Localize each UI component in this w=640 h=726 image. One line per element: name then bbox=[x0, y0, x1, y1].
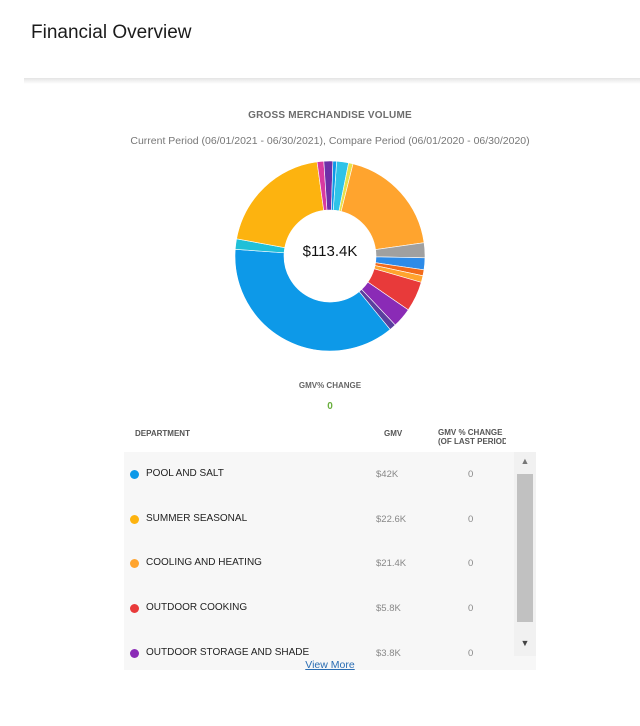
gmv-value: $5.8K bbox=[376, 603, 401, 614]
column-header-gmv[interactable]: GMV bbox=[384, 429, 403, 438]
legend-dot bbox=[130, 604, 139, 613]
table-row[interactable]: OUTDOOR STORAGE AND SHADE $3.8K 0 bbox=[124, 645, 514, 665]
legend-dot bbox=[130, 559, 139, 568]
view-more-link[interactable]: View More bbox=[305, 659, 355, 671]
table-body: POOL AND SALT $42K 0 SUMMER SEASONAL $22… bbox=[124, 452, 536, 670]
donut-center-total: $113.4K bbox=[302, 243, 358, 260]
pie-slice-summer-seasonal[interactable] bbox=[236, 161, 325, 249]
pie-slice-pool-and-salt[interactable] bbox=[234, 248, 391, 352]
gmv-change-value-cell: 0 bbox=[468, 648, 474, 659]
table-row[interactable]: COOLING AND HEATING $21.4K 0 bbox=[124, 555, 514, 575]
gmv-change-value-cell: 0 bbox=[468, 603, 474, 614]
column-header-gmv-change-line2: (OF LAST PERIOD) bbox=[438, 437, 506, 446]
page-title: Financial Overview bbox=[31, 22, 192, 43]
pie-slice-other[interactable] bbox=[331, 160, 337, 211]
table-row[interactable]: SUMMER SEASONAL $22.6K 0 bbox=[124, 511, 514, 531]
table-scrollbar[interactable]: ▲ ▼ bbox=[514, 452, 536, 656]
column-header-gmv-change[interactable]: GMV % CHANGE (OF LAST PERIOD) bbox=[438, 428, 506, 446]
gmv-value: $22.6K bbox=[376, 514, 407, 525]
scroll-down-icon[interactable]: ▼ bbox=[520, 638, 530, 648]
gmv-change-label: GMV% CHANGE bbox=[298, 381, 362, 390]
gmv-value: $3.8K bbox=[376, 648, 401, 659]
legend-dot bbox=[130, 470, 139, 479]
pie-slice-cooling-and-heating[interactable] bbox=[340, 163, 425, 250]
chart-subtitle: Current Period (06/01/2021 - 06/30/2021)… bbox=[130, 135, 530, 147]
gmv-change-value: 0 bbox=[327, 401, 333, 412]
gmv-change-value-cell: 0 bbox=[468, 514, 474, 525]
legend-dot bbox=[130, 649, 139, 658]
department-name: COOLING AND HEATING bbox=[146, 557, 262, 568]
department-name: SUMMER SEASONAL bbox=[146, 513, 248, 524]
table-row[interactable]: OUTDOOR COOKING $5.8K 0 bbox=[124, 600, 514, 620]
scroll-up-icon[interactable]: ▲ bbox=[520, 456, 530, 466]
header-divider bbox=[24, 78, 640, 84]
gmv-donut-chart[interactable] bbox=[230, 156, 430, 356]
page-header: Financial Overview bbox=[0, 0, 640, 80]
chart-title: GROSS MERCHANDISE VOLUME bbox=[248, 110, 412, 121]
department-name: OUTDOOR STORAGE AND SHADE bbox=[146, 647, 310, 658]
department-table: DEPARTMENT GMV GMV % CHANGE (OF LAST PER… bbox=[124, 420, 536, 670]
table-row[interactable]: POOL AND SALT $42K 0 bbox=[124, 466, 514, 486]
department-name: POOL AND SALT bbox=[146, 468, 224, 479]
scrollbar-thumb[interactable] bbox=[517, 474, 533, 622]
column-header-gmv-change-line1: GMV % CHANGE bbox=[438, 428, 503, 437]
gmv-value: $42K bbox=[376, 469, 399, 480]
gmv-value: $21.4K bbox=[376, 558, 407, 569]
department-name: OUTDOOR COOKING bbox=[146, 602, 248, 613]
gmv-change-value-cell: 0 bbox=[468, 469, 474, 480]
gmv-change-value-cell: 0 bbox=[468, 558, 474, 569]
legend-dot bbox=[130, 515, 139, 524]
column-header-department[interactable]: DEPARTMENT bbox=[135, 429, 190, 438]
